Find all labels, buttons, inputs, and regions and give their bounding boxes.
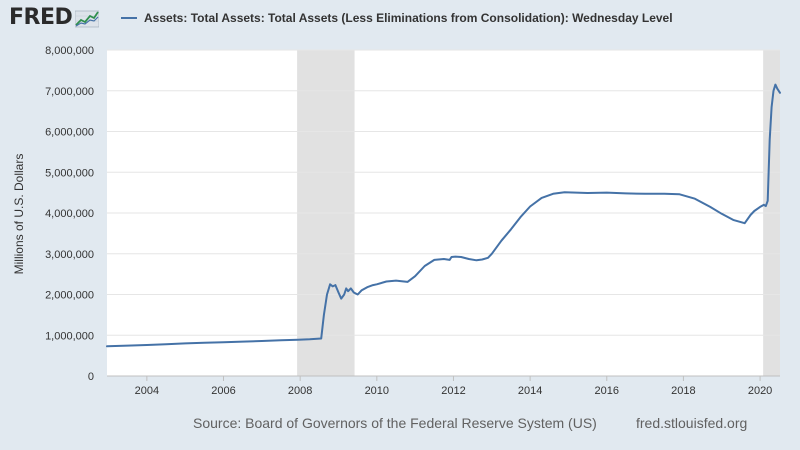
x-tick-label: 2020 xyxy=(748,385,772,397)
y-tick-label: 7,000,000 xyxy=(45,86,94,98)
legend-label: Assets: Total Assets: Total Assets (Less… xyxy=(144,11,673,25)
legend: Assets: Total Assets: Total Assets (Less… xyxy=(121,11,673,25)
x-tick-label: 2014 xyxy=(518,385,542,397)
chart-header: FRED Assets: Total Assets: Total Assets … xyxy=(0,0,800,40)
y-tick-label: 8,000,000 xyxy=(45,45,94,57)
fred-logo-text: FRED xyxy=(9,5,73,30)
y-tick-label: 0 xyxy=(88,371,94,383)
site-link[interactable]: fred.stlouisfed.org xyxy=(636,415,748,431)
legend-swatch xyxy=(121,17,137,19)
series-line xyxy=(106,83,781,348)
y-tick-label: 4,000,000 xyxy=(45,208,94,220)
x-tick-label: 2016 xyxy=(595,385,619,397)
x-tick-label: 2010 xyxy=(365,385,389,397)
line-graph-logo-icon xyxy=(75,10,100,28)
fred-logo[interactable]: FRED xyxy=(9,5,100,30)
x-tick-label: 2008 xyxy=(288,385,312,397)
x-tick-label: 2004 xyxy=(135,385,159,397)
y-tick-label: 1,000,000 xyxy=(45,330,94,342)
y-tick-label: 3,000,000 xyxy=(45,249,94,261)
x-tick-label: 2018 xyxy=(671,385,695,397)
x-tick-label: 2006 xyxy=(211,385,235,397)
y-tick-label: 2,000,000 xyxy=(45,290,94,302)
x-tick-label: 2012 xyxy=(441,385,465,397)
y-tick-label: 6,000,000 xyxy=(45,127,94,139)
chart-footer: Source: Board of Governors of the Federa… xyxy=(0,415,800,435)
y-tick-label: 5,000,000 xyxy=(45,167,94,179)
source-note: Source: Board of Governors of the Federa… xyxy=(193,415,597,431)
chart: 0 1,000,000 2,000,000 3,000,000 4,000,000 5,0… xyxy=(45,45,781,397)
